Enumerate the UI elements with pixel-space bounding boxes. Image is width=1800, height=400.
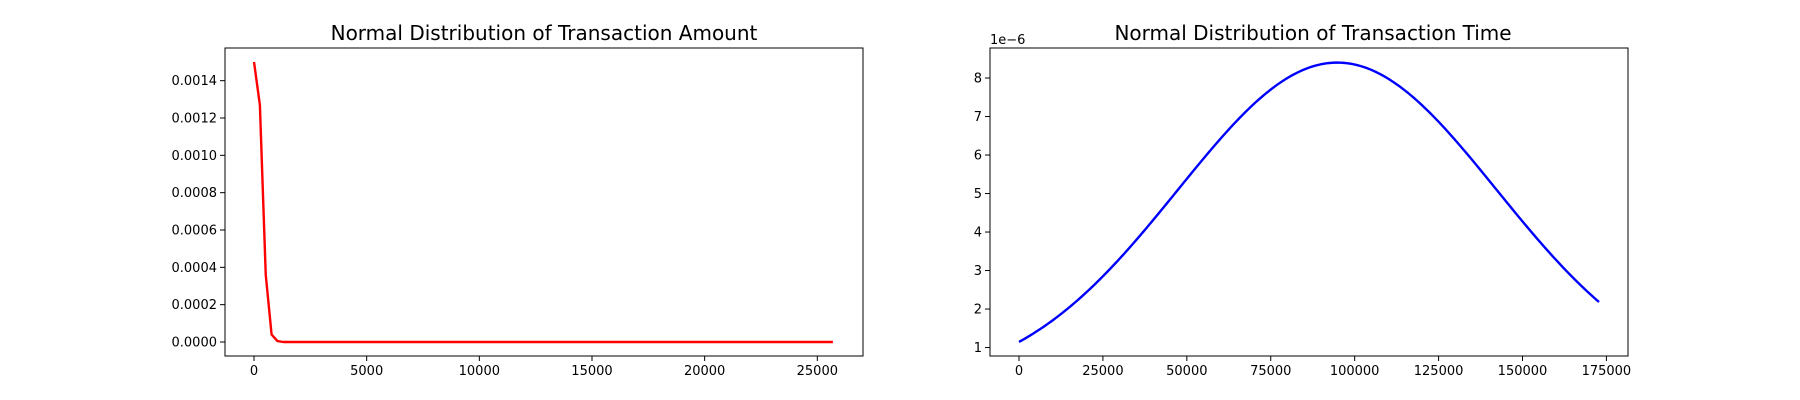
x-tick-label: 50000 bbox=[1166, 364, 1207, 379]
line-series bbox=[1018, 61, 1600, 344]
x-tick-label: 175000 bbox=[1582, 364, 1632, 379]
y-tick-label: 7 bbox=[974, 110, 982, 125]
y-tick-label: 0.0008 bbox=[172, 186, 218, 201]
y-tick-label: 3 bbox=[974, 264, 982, 279]
y-axis-ticks: 1 2 3 4 5 6 7 8 bbox=[974, 72, 990, 356]
chart-title: Normal Distribution of Transaction Amoun… bbox=[331, 21, 758, 45]
x-tick-label: 0 bbox=[250, 364, 258, 379]
y-tick-label: 0.0002 bbox=[172, 298, 218, 313]
chart-title: Normal Distribution of Transaction Time bbox=[1114, 21, 1511, 45]
x-tick-label: 75000 bbox=[1250, 364, 1291, 379]
y-tick-label: 2 bbox=[974, 303, 982, 318]
x-tick-label: 20000 bbox=[684, 364, 725, 379]
x-tick-label: 25000 bbox=[1082, 364, 1123, 379]
y-tick-label: 6 bbox=[974, 149, 982, 164]
x-axis-ticks: 0 25000 50000 75000 100000 125000 150000 175000 bbox=[1015, 356, 1631, 379]
y-tick-label: 8 bbox=[974, 72, 982, 87]
x-tick-label: 10000 bbox=[459, 364, 500, 379]
line-series-group bbox=[252, 61, 833, 344]
y-axis-ticks: 0.0000 0.0002 0.0004 0.0006 0.0008 0.0010 0.00… bbox=[172, 74, 225, 351]
line-series bbox=[252, 61, 833, 344]
y-axis-offset-label: 1e−6 bbox=[990, 33, 1025, 48]
x-tick-label: 100000 bbox=[1330, 364, 1380, 379]
y-tick-label: 0.0012 bbox=[172, 112, 218, 127]
x-tick-label: 150000 bbox=[1498, 364, 1548, 379]
y-tick-label: 5 bbox=[974, 187, 982, 202]
x-tick-label: 0 bbox=[1015, 364, 1023, 379]
x-axis-ticks: 0 5000 10000 15000 20000 25000 bbox=[250, 356, 838, 379]
y-tick-label: 0.0000 bbox=[172, 336, 218, 351]
y-tick-label: 0.0006 bbox=[172, 224, 218, 239]
y-tick-label: 0.0004 bbox=[172, 261, 218, 276]
plot-frame bbox=[989, 47, 1629, 357]
y-tick-label: 0.0014 bbox=[172, 74, 218, 89]
x-tick-label: 25000 bbox=[797, 364, 838, 379]
chart-transaction-time: Normal Distribution of Transaction Time … bbox=[974, 21, 1632, 379]
x-tick-label: 125000 bbox=[1414, 364, 1464, 379]
plot-frame bbox=[224, 47, 864, 357]
x-tick-label: 5000 bbox=[350, 364, 383, 379]
y-tick-label: 1 bbox=[974, 341, 982, 356]
y-tick-label: 4 bbox=[974, 226, 982, 241]
chart-transaction-amount: Normal Distribution of Transaction Amoun… bbox=[172, 21, 864, 379]
line-series-group bbox=[1018, 61, 1600, 344]
y-tick-label: 0.0010 bbox=[172, 149, 218, 164]
x-tick-label: 15000 bbox=[571, 364, 612, 379]
